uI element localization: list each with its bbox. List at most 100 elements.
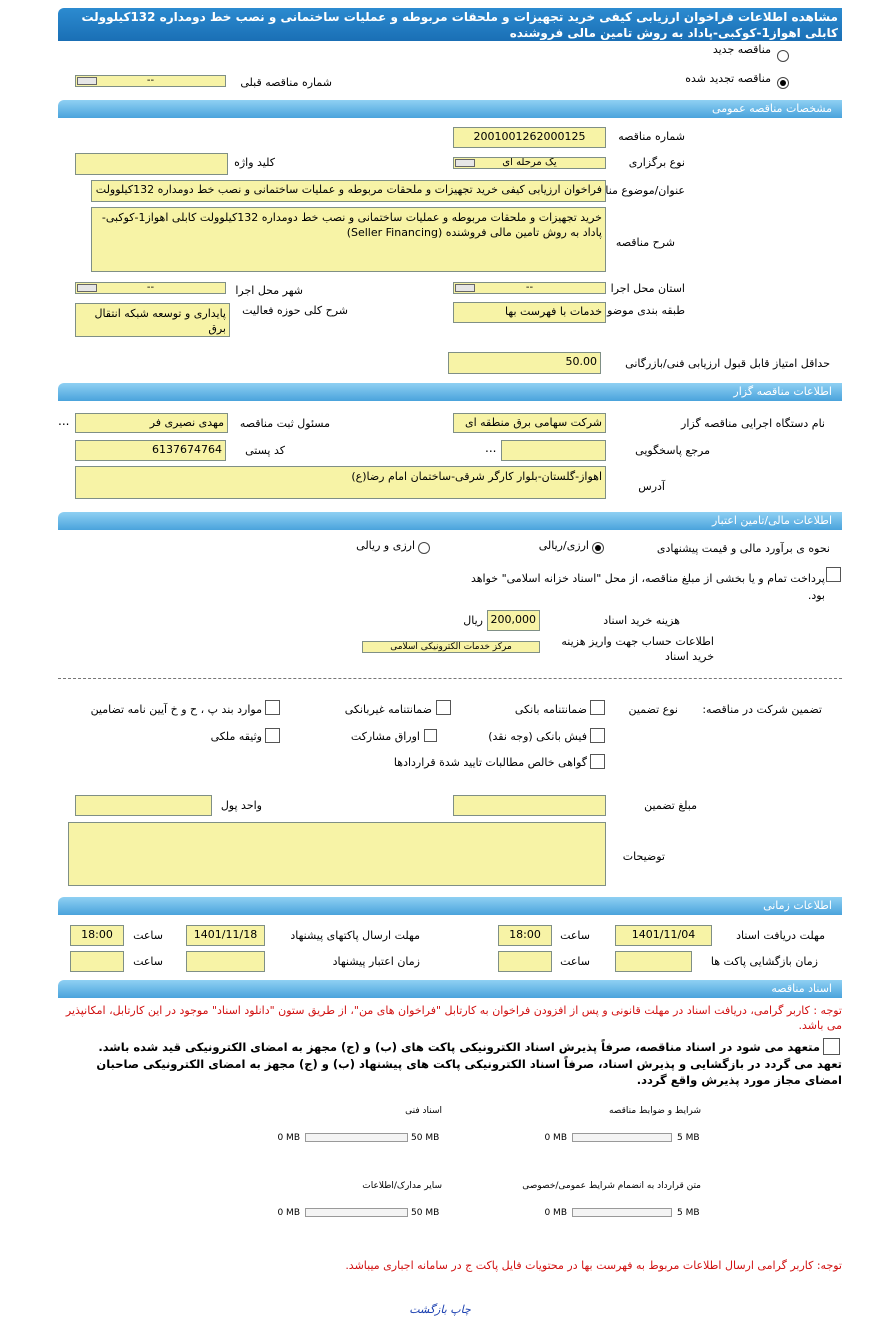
open-date-field[interactable] bbox=[615, 951, 692, 972]
checkbox-bonds[interactable] bbox=[424, 729, 437, 742]
commit-checkbox[interactable] bbox=[823, 1038, 840, 1055]
activity-field[interactable]: پایداری و توسعه شبکه انتقال برق bbox=[75, 303, 230, 337]
label-notes: توضیحات bbox=[622, 850, 665, 863]
divider bbox=[58, 678, 842, 679]
label-bonds: اوراق مشارکت bbox=[350, 730, 420, 743]
ref-more-button[interactable]: ... bbox=[485, 441, 497, 455]
label-validity: زمان اعتبار پیشنهاد bbox=[332, 955, 420, 968]
label-bank-guarantee: ضمانتنامه بانکی bbox=[514, 703, 587, 716]
file-max: 5 MB bbox=[677, 1208, 700, 1218]
file-progress-bar bbox=[305, 1133, 408, 1142]
commit-text-1: متعهد می شود در اسناد مناقصه، صرفاً پذیر… bbox=[98, 1040, 820, 1054]
min-score-field[interactable]: 50.00 bbox=[448, 352, 601, 374]
radio-rial[interactable] bbox=[592, 542, 604, 554]
section-general: مشخصات مناقصه عمومی bbox=[58, 100, 842, 118]
checkbox-receivables[interactable] bbox=[590, 754, 605, 769]
label-holding: نوع برگزاری bbox=[628, 156, 685, 169]
amount-field[interactable] bbox=[453, 795, 606, 816]
label-address: آدرس bbox=[638, 480, 665, 493]
address-field[interactable]: اهواز-گلستان-بلوار کارگر شرقی-ساختمان ام… bbox=[75, 466, 606, 499]
province-select[interactable]: -- bbox=[453, 282, 606, 294]
doc-cost-field[interactable]: 200,000 bbox=[487, 610, 540, 631]
label-send: مهلت ارسال پاکتهای پیشنهاد bbox=[290, 929, 420, 942]
postal-field[interactable]: 6137674764 bbox=[75, 440, 226, 461]
file-used: 0 MB bbox=[544, 1208, 567, 1218]
label-subject: عنوان/موضوع مناقصه bbox=[584, 184, 685, 197]
file-progress-bar bbox=[572, 1208, 672, 1217]
file-label: شرایط و ضوابط مناقصه bbox=[608, 1106, 701, 1116]
checkbox-bank-receipt[interactable] bbox=[590, 728, 605, 743]
label-open: زمان بازگشایی پاکت ها bbox=[710, 955, 818, 968]
radio-new-tender[interactable] bbox=[777, 50, 789, 62]
file-max: 50 MB bbox=[411, 1208, 440, 1218]
label-rial: ارزی/ریالی bbox=[538, 539, 589, 552]
account-select[interactable]: مرکز خدمات الکترونیکی اسلامی bbox=[362, 641, 540, 653]
label-fx-rial: ارزی و ریالی bbox=[356, 539, 415, 552]
treasury-checkbox[interactable] bbox=[826, 567, 841, 582]
label-guarantee: تضمین شرکت در مناقصه: bbox=[702, 703, 822, 716]
file-used: 0 MB bbox=[277, 1208, 300, 1218]
label-nonbank-guarantee: ضمانتنامه غیربانکی bbox=[344, 703, 432, 716]
label-guarantee-type: نوع تضمین bbox=[628, 703, 678, 716]
registrar-more-button[interactable]: ... bbox=[58, 414, 70, 428]
ref-field[interactable] bbox=[501, 440, 606, 461]
checkbox-bank-guarantee[interactable] bbox=[590, 700, 605, 715]
prev-number-select[interactable]: -- bbox=[75, 75, 226, 87]
label-time: ساعت bbox=[133, 929, 163, 942]
section-finance: اطلاعات مالی/تامین اعتبار bbox=[58, 512, 842, 530]
currency-label: ریال bbox=[463, 614, 483, 627]
checkbox-clause-items[interactable] bbox=[265, 700, 280, 715]
send-time-field[interactable]: 18:00 bbox=[70, 925, 124, 946]
registrar-field[interactable]: مهدی نصیری فر bbox=[75, 413, 228, 433]
receive-time-field[interactable]: 18:00 bbox=[498, 925, 552, 946]
description-field[interactable]: خرید تجهیزات و ملحقات مربوطه و عملیات سا… bbox=[91, 207, 606, 272]
file-label: سایر مدارک/اطلاعات bbox=[362, 1181, 442, 1191]
file-max: 50 MB bbox=[411, 1133, 440, 1143]
label-org: نام دستگاه اجرایی مناقصه گزار bbox=[681, 417, 825, 430]
label-keyword: کلید واژه bbox=[234, 156, 275, 169]
subject-field[interactable]: فراخوان ارزیابی کیفی خرید تجهیزات و ملحق… bbox=[91, 180, 606, 202]
checkbox-property[interactable] bbox=[265, 728, 280, 743]
label-prev-number: شماره مناقصه قبلی bbox=[240, 76, 332, 89]
label-new-tender: مناقصه جدید bbox=[712, 43, 771, 56]
print-link[interactable]: چاپ bbox=[450, 1303, 471, 1316]
label-account: اطلاعات حساب جهت واریز هزینه خرید اسناد bbox=[561, 635, 714, 663]
file-label: اسناد فنی bbox=[405, 1106, 442, 1116]
label-clause-items: موارد بند پ ، ح و خ آیین نامه تضامین bbox=[90, 703, 262, 716]
notes-field[interactable] bbox=[68, 822, 606, 886]
receive-date-field[interactable]: 1401/11/04 bbox=[615, 925, 712, 946]
checkbox-nonbank-guarantee[interactable] bbox=[436, 700, 451, 715]
section-organizer: اطلاعات مناقصه گزار bbox=[58, 383, 842, 401]
label-number: شماره مناقصه bbox=[618, 130, 685, 143]
keyword-field[interactable] bbox=[75, 153, 228, 175]
tender-number-field[interactable]: 2001001262000125 bbox=[453, 127, 606, 148]
label-desc: شرح مناقصه bbox=[615, 236, 675, 249]
category-field[interactable]: خدمات با فهرست بها bbox=[453, 302, 606, 323]
price-list-note: توجه: کاربر گرامی ارسال اطلاعات مربوط به… bbox=[345, 1259, 842, 1272]
label-unit: واحد پول bbox=[220, 799, 262, 812]
unit-field[interactable] bbox=[75, 795, 212, 816]
label-registrar: مسئول ثبت مناقصه bbox=[239, 417, 330, 430]
label-receivables: گواهی خالص مطالبات تایید شدة قراردادها bbox=[393, 756, 587, 769]
open-time-field[interactable] bbox=[498, 951, 552, 972]
label-activity: شرح کلی حوزه فعالیت bbox=[242, 304, 348, 317]
label-receive: مهلت دریافت اسناد bbox=[736, 929, 825, 942]
send-date-field[interactable]: 1401/11/18 bbox=[186, 925, 265, 946]
treasury-text: پرداخت تمام و یا بخشی از مبلغ مناقصه، از… bbox=[470, 572, 825, 602]
org-field[interactable]: شرکت سهامی برق منطقه ای bbox=[453, 413, 606, 433]
label-estimate: نحوه ی برآورد مالی و قیمت پیشنهادی bbox=[656, 542, 830, 555]
radio-fx-rial[interactable] bbox=[418, 542, 430, 554]
label-doc-cost: هزینه خرید اسناد bbox=[603, 614, 680, 627]
holding-type-select[interactable]: یک مرحله ای bbox=[453, 157, 606, 169]
validity-time-field[interactable] bbox=[70, 951, 124, 972]
city-select[interactable]: -- bbox=[75, 282, 226, 294]
label-province: استان محل اجرا bbox=[610, 282, 685, 295]
validity-date-field[interactable] bbox=[186, 951, 265, 972]
label-bank-receipt: فیش بانکی (وجه نقد) bbox=[488, 730, 587, 743]
file-used: 0 MB bbox=[277, 1133, 300, 1143]
radio-renewed-tender[interactable] bbox=[777, 77, 789, 89]
page-title: مشاهده اطلاعات فراخوان ارزیابی کیفی خرید… bbox=[58, 8, 842, 41]
label-time: ساعت bbox=[133, 955, 163, 968]
back-link[interactable]: بازگشت bbox=[409, 1303, 447, 1316]
